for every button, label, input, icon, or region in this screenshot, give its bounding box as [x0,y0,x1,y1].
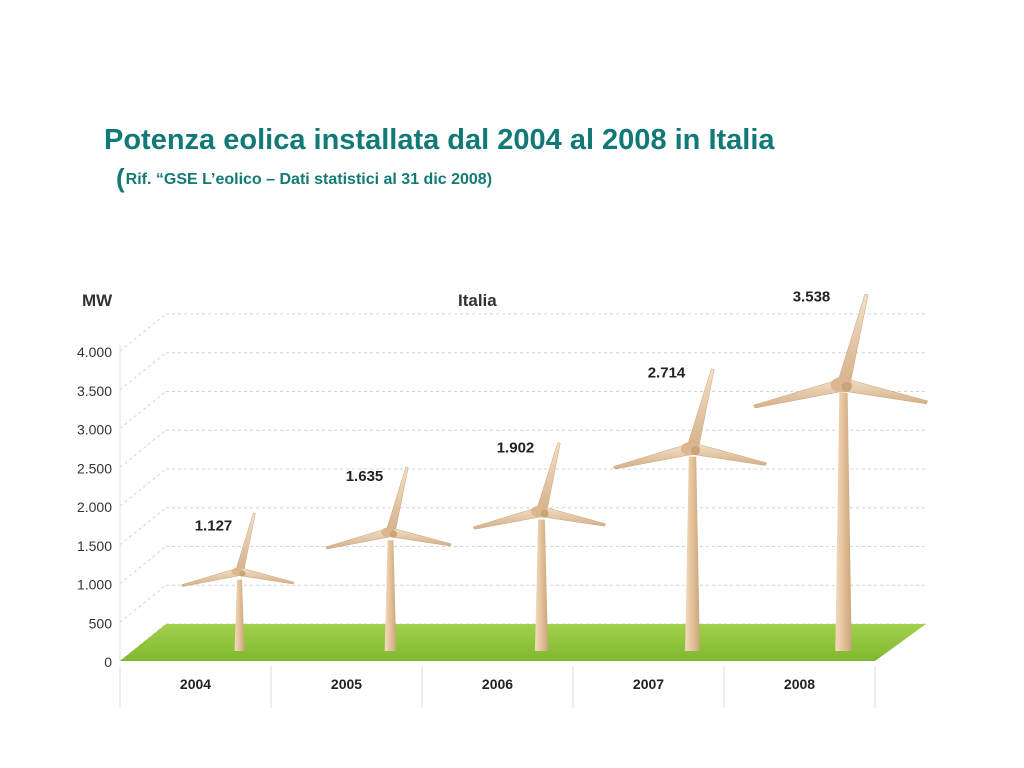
grid-line-diagonal [119,313,167,352]
x-tick-label: 2007 [633,676,664,692]
y-tick-label: 4.000 [77,344,112,360]
turbine-bar-2008 [753,293,928,651]
y-tick-label: 2.500 [77,460,112,476]
turbine-blade [837,293,869,387]
value-label: 2.714 [648,364,686,381]
turbine-hub [239,570,246,577]
turbine-bar-2006 [472,442,606,651]
turbine-bars [181,293,928,651]
turbine-blade [237,567,295,585]
turbine-blade [690,442,767,466]
value-label: 1.635 [346,468,384,485]
value-label: 1.902 [497,439,535,456]
turbine-hub [841,381,852,392]
grid-line-diagonal [119,352,167,391]
turbine-tower [234,579,245,651]
x-axis: 2004 2005 2006 2007 2008 [119,666,876,708]
turbine-blade [385,466,409,534]
turbine-tower [685,456,700,651]
y-tick-label: 3.500 [77,383,112,399]
turbine-bar-2005 [325,466,452,651]
turbine-tower [534,519,549,651]
turbine-bar-2007 [613,368,767,651]
value-label: 3.538 [793,288,831,305]
y-tick-label: 1.500 [77,538,112,554]
turbine-hub [540,509,549,518]
y-tick-label: 1.000 [77,577,112,593]
grid-line-diagonal [119,507,167,546]
turbine-blade [539,506,606,527]
turbine-blade [536,442,561,514]
subtitle-text: Rif. “GSE L’eolico – Dati statistici al … [125,171,493,188]
value-labels: 1.127 1.635 1.902 2.714 3.538 [195,288,831,534]
grid-line-diagonal [119,391,167,429]
turbine-hub [691,446,700,456]
grid-line-diagonal [119,546,167,584]
slide-subtitle: (Rif. “GSE L’eolico – Dati statistici al… [116,163,492,194]
x-tick-label: 2006 [482,676,513,692]
turbine-blade [686,368,715,451]
x-tick-label: 2008 [784,676,815,692]
y-tick-label: 3.000 [77,422,112,438]
subtitle-open-paren: ( [116,163,125,193]
y-tick-label: 2.000 [77,499,112,515]
turbine-tower [835,392,852,651]
turbine-tower [384,540,397,651]
y-tick-label: 0 [104,654,112,670]
turbine-blade [388,527,452,547]
turbine-blade [840,378,928,405]
chart-title: Italia [458,291,497,310]
grid-line-diagonal [119,429,167,468]
turbine-blade [235,512,256,574]
x-tick-label: 2004 [180,676,211,692]
y-tick-label: 500 [89,615,113,631]
turbine-bar-2004 [181,512,295,651]
y-axis: 0 500 1.000 1.500 2.000 2.500 3.000 3.500 4.000 [77,344,121,670]
floor-plane [120,624,926,661]
value-label: 1.127 [195,517,233,534]
slide-title: Potenza eolica installata dal 2004 al 20… [104,124,775,156]
turbine-hub [390,530,397,538]
grid-line-diagonal [119,468,167,507]
grid-line-diagonal [119,584,167,623]
y-axis-title: MW [82,291,113,310]
x-tick-label: 2005 [331,676,362,692]
chart-floor [120,624,926,661]
